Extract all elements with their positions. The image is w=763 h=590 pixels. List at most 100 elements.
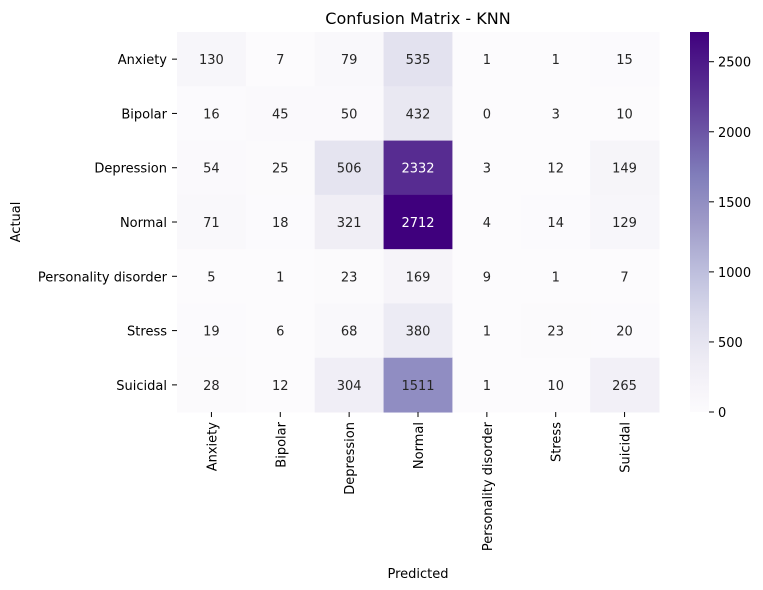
colorbar-tick-label: 1000 <box>718 266 751 281</box>
cell-value-label: 265 <box>612 379 637 394</box>
heatmap-cell <box>452 86 522 142</box>
heatmap-cell <box>245 140 316 196</box>
heatmap-cell <box>521 249 591 304</box>
y-tick-label: Bipolar <box>121 107 167 122</box>
heatmap-cell <box>383 140 453 196</box>
cell-value-label: 16 <box>203 107 220 122</box>
heatmap-cell <box>452 249 522 304</box>
cell-value-label: 0 <box>483 107 491 122</box>
heatmap-cell <box>177 303 247 359</box>
colorbar-tick-label: 2000 <box>718 126 751 141</box>
cell-value-label: 129 <box>612 216 637 231</box>
cell-value-label: 7 <box>620 270 628 285</box>
colorbar-ticks: 0 500 1000 1500 2000 2500 <box>709 56 751 421</box>
heatmap-cell <box>177 140 247 196</box>
heatmap-cell <box>521 194 591 250</box>
cell-value-label: 1 <box>552 53 560 68</box>
cell-value-label: 506 <box>337 162 362 177</box>
heatmap-cell <box>590 303 660 359</box>
cell-value-label: 9 <box>483 270 491 285</box>
cell-value-label: 12 <box>272 379 289 394</box>
cell-value-label: 535 <box>406 53 431 68</box>
cell-value-label: 18 <box>272 216 289 231</box>
colorbar-tick-label: 0 <box>718 406 726 421</box>
heatmap-cell <box>590 357 660 413</box>
y-axis-label: Actual <box>9 202 24 243</box>
heatmap-cell <box>245 303 316 359</box>
heatmap-cell <box>314 32 385 87</box>
cell-value-label: 5 <box>207 270 215 285</box>
heatmap-cell <box>452 140 522 196</box>
cell-value-label: 304 <box>337 379 362 394</box>
heatmap-cell <box>314 303 385 359</box>
y-tick-label: Personality disorder <box>38 270 168 285</box>
cell-value-label: 15 <box>616 53 633 68</box>
heatmap-cell <box>314 86 385 142</box>
y-tick-label: Depression <box>94 162 167 177</box>
y-tick-label: Anxiety <box>118 53 168 68</box>
heatmap-cell <box>177 194 247 250</box>
cell-value-label: 14 <box>547 216 564 231</box>
heatmap-cell <box>452 194 522 250</box>
heatmap-cell <box>245 249 316 304</box>
cell-value-label: 23 <box>547 325 564 340</box>
x-tick-label: Depression <box>343 422 358 495</box>
x-tick-label: Stress <box>550 422 565 462</box>
heatmap-cell <box>383 249 453 304</box>
x-tick-label: Normal <box>412 422 427 469</box>
chart-title: Confusion Matrix - KNN <box>325 9 510 28</box>
heatmap-cell <box>314 249 385 304</box>
heatmap-cell <box>590 249 660 304</box>
heatmap-cell <box>521 86 591 142</box>
cell-value-label: 54 <box>203 162 220 177</box>
cell-value-label: 28 <box>203 379 220 394</box>
cell-value-label: 1 <box>276 270 284 285</box>
heatmap-cell <box>314 140 385 196</box>
cell-value-label: 149 <box>612 162 637 177</box>
cell-value-label: 2332 <box>401 162 434 177</box>
cell-value-label: 3 <box>552 107 560 122</box>
cell-value-label: 1 <box>483 325 491 340</box>
cell-value-label: 321 <box>337 216 362 231</box>
heatmap-cell <box>177 86 247 142</box>
heatmap-cell <box>521 303 591 359</box>
heatmap-cell <box>383 357 453 413</box>
cell-value-label: 130 <box>199 53 224 68</box>
heatmap-cell <box>314 357 385 413</box>
colorbar <box>690 32 709 412</box>
colorbar-tick-label: 2500 <box>718 56 751 71</box>
cell-value-label: 50 <box>341 107 358 122</box>
heatmap-cell <box>383 303 453 359</box>
heatmap-cell <box>177 249 247 304</box>
heatmap-cell <box>245 194 316 250</box>
heatmap-cell <box>383 194 453 250</box>
cell-value-label: 12 <box>547 162 564 177</box>
cell-value-label: 23 <box>341 270 358 285</box>
x-tick-label: Personality disorder <box>481 421 496 551</box>
heatmap-cell <box>452 357 522 413</box>
cell-value-label: 169 <box>406 270 431 285</box>
cell-value-label: 71 <box>203 216 220 231</box>
cell-value-label: 1511 <box>401 379 434 394</box>
heatmap-cell <box>521 32 591 87</box>
cell-value-label: 1 <box>552 270 560 285</box>
heatmap-cell <box>245 32 316 87</box>
heatmap-cell <box>521 140 591 196</box>
heatmap-cell <box>521 357 591 413</box>
cell-value-label: 19 <box>203 325 220 340</box>
x-axis-label: Predicted <box>387 567 448 582</box>
x-tick-label: Suicidal <box>619 422 634 473</box>
heatmap-cell <box>452 303 522 359</box>
cell-value-label: 1 <box>483 379 491 394</box>
heatmap-cell <box>590 194 660 250</box>
cell-value-label: 79 <box>341 53 358 68</box>
heatmap-cell <box>590 140 660 196</box>
heatmap-cells <box>177 32 660 413</box>
cell-value-label: 4 <box>483 216 491 231</box>
cell-value-label: 10 <box>616 107 633 122</box>
cell-value-label: 2712 <box>401 216 434 231</box>
cell-value-label: 432 <box>406 107 431 122</box>
cell-value-label: 1 <box>483 53 491 68</box>
heatmap-cell <box>590 32 660 87</box>
